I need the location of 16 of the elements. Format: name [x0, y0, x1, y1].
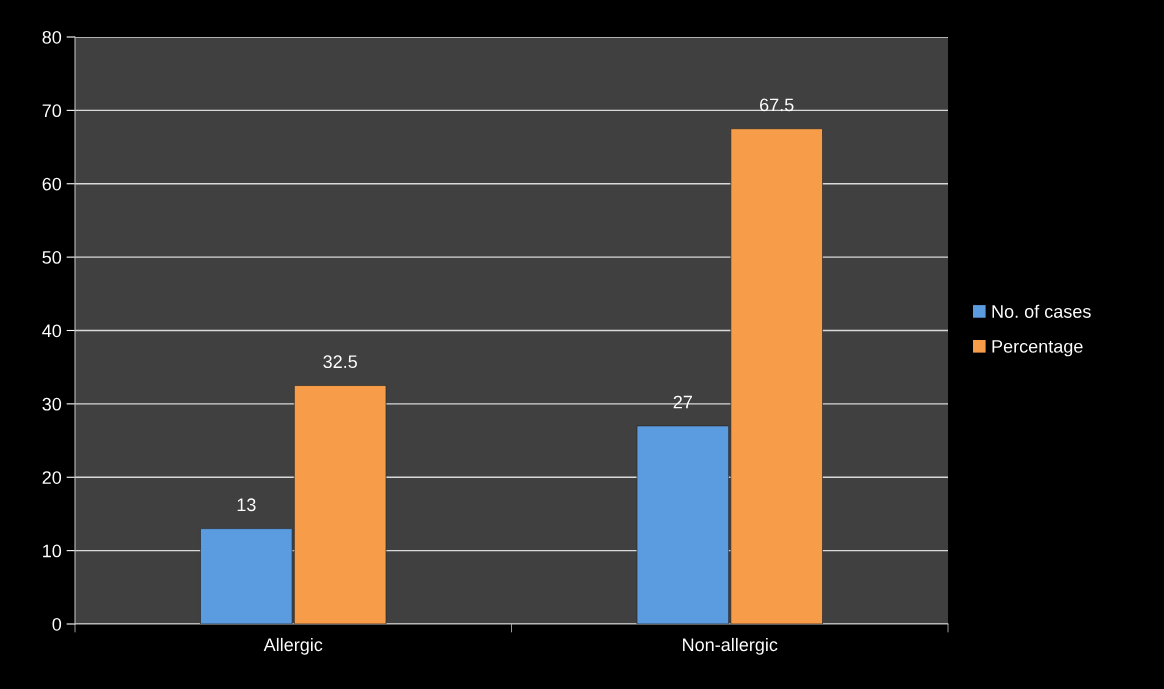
legend-label: No. of cases [992, 304, 1091, 318]
data-label: 13 [237, 498, 256, 512]
y-tick-label: 10 [43, 544, 62, 558]
y-tick-label: 40 [42, 324, 62, 338]
y-tick-label: 70 [42, 104, 62, 118]
x-tick-label: Allergic [263, 637, 323, 655]
y-tick-label: 60 [42, 177, 62, 191]
y-tick-label: 80 [42, 30, 62, 44]
y-tick-label: 30 [42, 397, 62, 411]
y-tick-label: 20 [42, 471, 62, 484]
x-tick-label: Non-allergic [683, 637, 778, 655]
y-tick-label: 0 [52, 617, 62, 631]
data-label: 32.5 [323, 355, 357, 369]
legend-label: Percentage [992, 340, 1083, 357]
y-tick-label: 50 [42, 251, 62, 264]
data-label: 67.5 [760, 98, 794, 112]
